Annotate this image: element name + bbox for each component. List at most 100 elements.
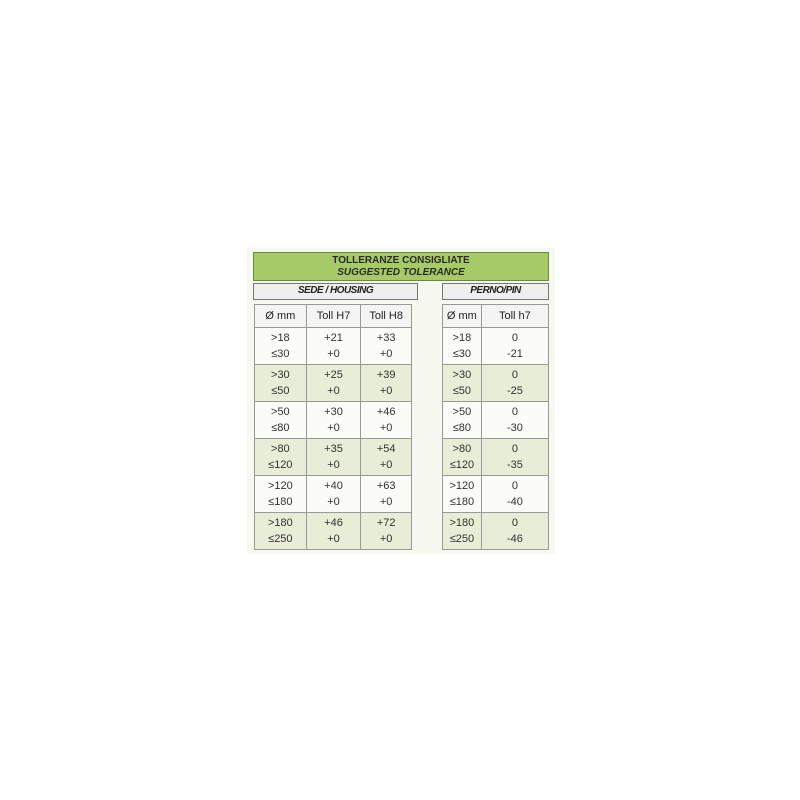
table-row: >50 ≤80 0 -30 (442, 401, 550, 439)
cell-value: >120 (267, 480, 293, 492)
table-row: >80 ≤120 +35 +0 +54 +0 (254, 438, 412, 476)
cell-value: +0 (379, 459, 393, 471)
cell-value: +46 (324, 517, 343, 529)
column-header: Toll H8 (360, 304, 412, 328)
column-header: Ø mm (254, 304, 307, 328)
cell-value: >80 (271, 443, 290, 455)
table-row: >120 ≤180 +40 +0 +63 +0 (254, 475, 412, 513)
cell-value: +0 (327, 459, 340, 471)
table-cell: >80 ≤120 (442, 438, 482, 476)
table-cell: +63 +0 (360, 475, 412, 513)
table-cell: >18 ≤30 (442, 327, 482, 365)
table-cell: 0 -40 (480, 475, 550, 513)
cell-value: ≤30 (452, 348, 472, 360)
table-cell: +21 +0 (305, 327, 362, 365)
table-cell: >50 ≤80 (442, 401, 482, 439)
table-cell: +25 +0 (305, 364, 362, 402)
cell-value: 0 (511, 517, 518, 529)
table-cell: >80 ≤120 (254, 438, 307, 476)
cell-value: 0 (511, 480, 518, 492)
header-row: Ø mm Toll H7 Toll H8 (254, 304, 412, 328)
table-cell: +33 +0 (360, 327, 412, 365)
cell-value: +21 (324, 332, 343, 344)
table-cell: >18 ≤30 (254, 327, 307, 365)
cell-value: +35 (324, 443, 343, 455)
cell-value: >30 (452, 369, 472, 381)
cell-value: -35 (506, 459, 523, 471)
table-row: >80 ≤120 0 -35 (442, 438, 550, 476)
title-italian: TOLLERANZE CONSIGLIATE (332, 255, 470, 266)
cell-value: 0 (511, 443, 518, 455)
cell-value: +0 (379, 348, 393, 360)
cell-value: +72 (376, 517, 396, 529)
cell-value: +63 (376, 480, 396, 492)
cell-value: ≤250 (268, 533, 293, 545)
table-cell: +46 +0 (305, 512, 362, 550)
cell-value: +0 (379, 533, 393, 545)
cell-value: +0 (327, 348, 340, 360)
cell-value: ≤30 (271, 348, 290, 360)
table-cell: +39 +0 (360, 364, 412, 402)
pin-table: Ø mm Toll h7 >18 ≤30 0 -21 >30 ≤50 0 -25 >50 ≤80 0-… (442, 304, 550, 550)
table-cell: 0 -25 (480, 364, 550, 402)
table-cell: +46 +0 (360, 401, 412, 439)
table-cell: >30 ≤50 (442, 364, 482, 402)
cell-value: >18 (271, 332, 290, 344)
cell-value: ≤50 (271, 385, 290, 397)
cell-value: >30 (271, 369, 290, 381)
table-row: >18 ≤30 0 -21 (442, 327, 550, 365)
cell-value: ≤80 (271, 422, 290, 434)
column-header: Toll H7 (305, 304, 362, 328)
table-title: TOLLERANZE CONSIGLIATE SUGGESTED TOLERAN… (253, 252, 549, 281)
cell-value: ≤120 (268, 459, 293, 471)
cell-value: +46 (376, 406, 396, 418)
cell-value: >180 (267, 517, 293, 529)
cell-value: +0 (327, 533, 340, 545)
table-cell: >50 ≤80 (254, 401, 307, 439)
table-cell: >30 ≤50 (254, 364, 307, 402)
cell-value: +0 (379, 422, 393, 434)
cell-value: ≤180 (268, 496, 293, 508)
pin-label: PERNO/PIN (442, 283, 549, 300)
table-row: >30 ≤50 0 -25 (442, 364, 550, 402)
cell-value: -25 (506, 385, 523, 397)
table-row: >180 ≤250 0 -46 (442, 512, 550, 550)
table-row: >50 ≤80 +30 +0 +46 +0 (254, 401, 412, 439)
table-row: >120 ≤180 0 -40 (442, 475, 550, 513)
column-header: Ø mm (442, 304, 482, 328)
cell-value: 0 (511, 369, 518, 381)
table-cell: 0 -21 (480, 327, 550, 365)
cell-value: >180 (449, 517, 475, 529)
cell-value: +54 (376, 443, 396, 455)
housing-label: SEDE / HOUSING (253, 283, 418, 300)
cell-value: ≤180 (449, 496, 475, 508)
cell-value: +40 (324, 480, 343, 492)
cell-value: 0 (511, 332, 518, 344)
table-row: >18 ≤30 +21 +0 +33 +0 (254, 327, 412, 365)
table-cell: 0 -35 (480, 438, 550, 476)
column-header: Toll h7 (480, 304, 550, 328)
cell-value: +0 (379, 496, 393, 508)
table-cell: 0 -46 (480, 512, 550, 550)
cell-value: +0 (327, 496, 340, 508)
cell-value: +33 (376, 332, 396, 344)
title-english: SUGGESTED TOLERANCE (337, 267, 465, 278)
cell-value: >18 (452, 332, 472, 344)
table-cell: >180 ≤250 (442, 512, 482, 550)
cell-value: >120 (449, 480, 475, 492)
table-row: >180 ≤250 +46 +0 +72 +0 (254, 512, 412, 550)
cell-value: -40 (506, 496, 523, 508)
cell-value: -30 (506, 422, 523, 434)
cell-value: -21 (506, 348, 523, 360)
table-row: >30 ≤50 +25 +0 +39 +0 (254, 364, 412, 402)
table-cell: 0 -30 (480, 401, 550, 439)
cell-value: ≤50 (452, 385, 472, 397)
cell-value: ≤120 (449, 459, 475, 471)
table-cell: +40 +0 (305, 475, 362, 513)
cell-value: >80 (452, 443, 472, 455)
cell-value: +30 (324, 406, 343, 418)
table-cell: +54 +0 (360, 438, 412, 476)
cell-value: +39 (376, 369, 396, 381)
header-row: Ø mm Toll h7 (442, 304, 550, 328)
cell-value: >50 (271, 406, 290, 418)
